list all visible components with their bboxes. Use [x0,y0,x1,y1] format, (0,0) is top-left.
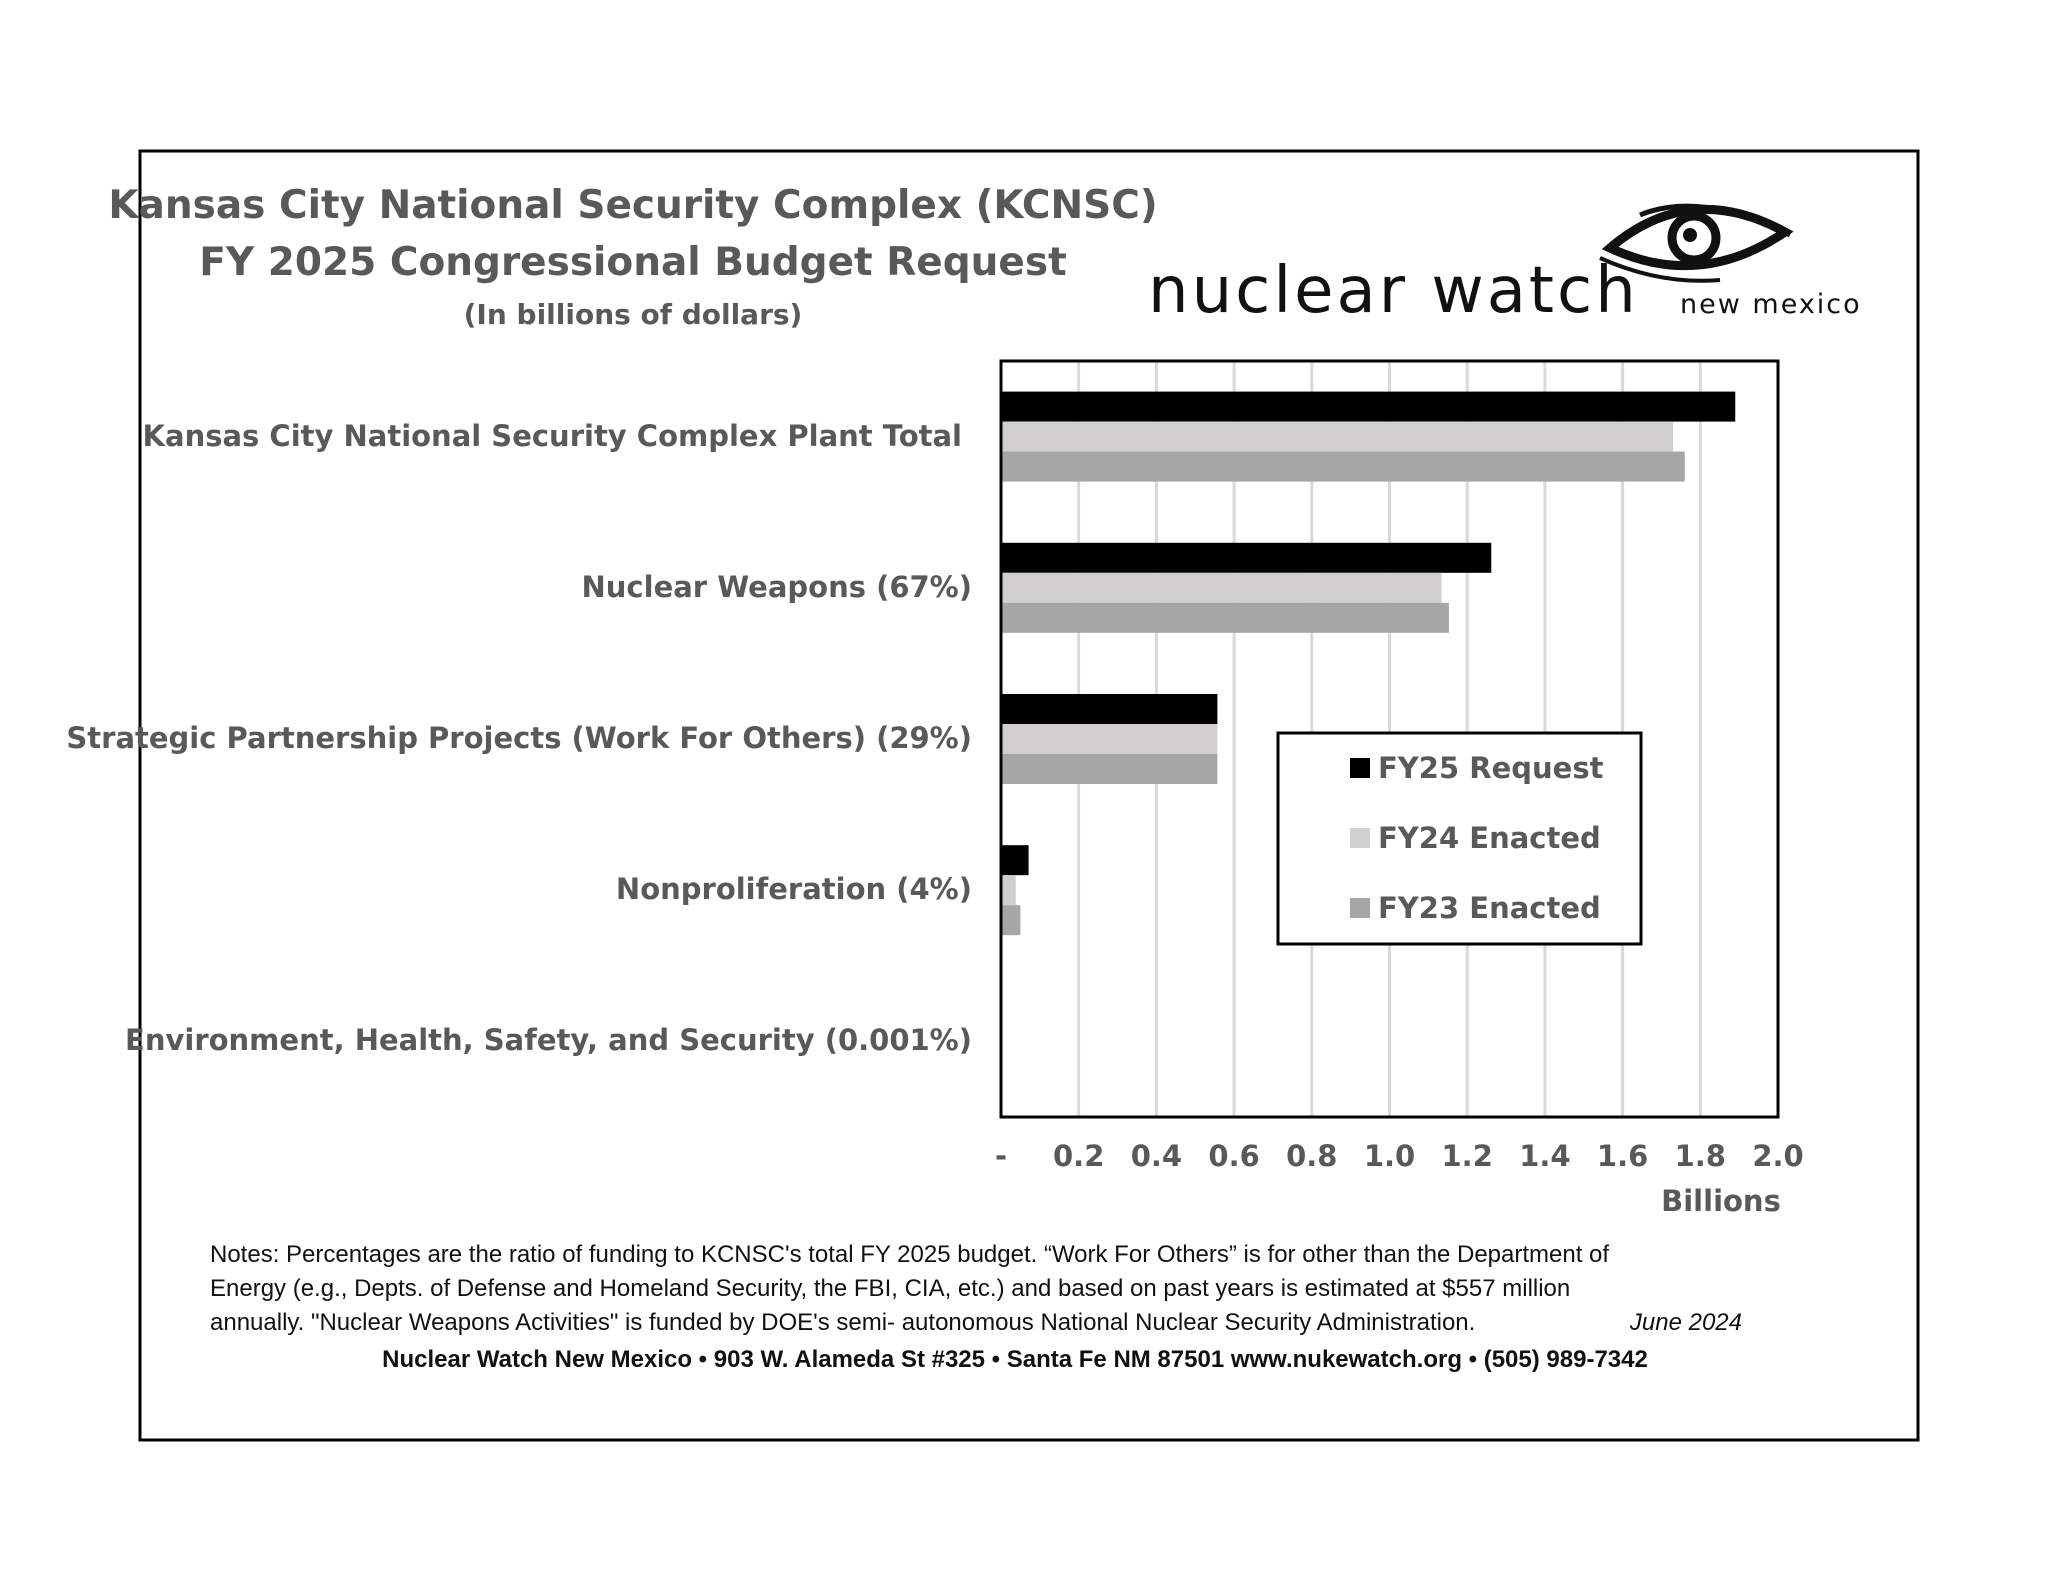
x-tick-label: 1.6 [1597,1139,1648,1173]
bar-fy23-enacted [1001,602,1449,633]
category-labels: Kansas City National Security Complex Pl… [66,419,972,1057]
x-tick-label: 0.4 [1131,1139,1182,1173]
nukewatch-logo: nuclear watch new mexico [1148,203,1862,328]
legend-label-fy24: FY24 Enacted [1378,821,1601,855]
x-tick-label: 1.8 [1675,1139,1726,1173]
bar-fy23-enacted [1001,905,1021,936]
category-label: Nuclear Weapons (67%) [582,570,972,604]
bar-fy25-request [1001,845,1029,876]
category-label: Environment, Health, Safety, and Securit… [125,1023,972,1057]
legend-swatch-fy24 [1350,828,1370,848]
legend-label-fy23: FY23 Enacted [1378,891,1601,925]
legend-swatch-fy23 [1350,898,1370,918]
frame [138,149,1920,1442]
chart-subtitle: FY 2025 Congressional Budget Request [199,240,1066,285]
bar-fy25-request [1001,542,1492,573]
bar-fy23-enacted [1001,451,1685,482]
x-tick-label: 0.6 [1208,1139,1259,1173]
logo-text: nuclear watch [1148,254,1639,328]
legend: FY25 Request FY24 Enacted FY23 Enacted [1276,731,1643,946]
logo-subtext: new mexico [1680,289,1862,320]
category-label: Kansas City National Security Complex Pl… [143,419,962,453]
eye-icon [1599,203,1794,283]
x-tick-label: 1.4 [1519,1139,1570,1173]
note-line: annually. "Nuclear Weapons Activities" i… [210,1309,1475,1336]
notes: Notes: Percentages are the ratio of fund… [210,1241,1742,1373]
note-line: Notes: Percentages are the ratio of fund… [210,1241,1609,1268]
bar-fy25-request [1001,391,1736,422]
x-tick-label: 0.8 [1286,1139,1337,1173]
category-label: Nonproliferation (4%) [616,872,972,906]
x-axis-label: Billions [1661,1184,1781,1218]
note-date: June 2024 [1629,1309,1742,1336]
x-axis-ticks: - 0.2 0.4 0.6 0.8 1.0 1.2 1.4 1.6 1.8 2.0 [995,1139,1804,1173]
x-tick-label: - [995,1139,1007,1173]
bar-fy24-enacted [1001,724,1218,754]
legend-box [1276,731,1643,946]
chart-units: (In billions of dollars) [464,298,803,331]
footer-address: Nuclear Watch New Mexico • 903 W. Alamed… [382,1346,1648,1373]
x-tick-label: 2.0 [1752,1139,1803,1173]
bar-fy24-enacted [1001,572,1442,603]
legend-swatch-fy25 [1350,758,1370,778]
chart-title: Kansas City National Security Complex (K… [108,183,1157,228]
x-tick-label: 0.2 [1053,1139,1104,1173]
plot-border [999,359,1780,1119]
x-tick-label: 1.2 [1442,1139,1493,1173]
bar-fy24-enacted [1001,875,1016,906]
x-tick-label: 1.0 [1364,1139,1415,1173]
note-line: Energy (e.g., Depts. of Defense and Home… [210,1275,1570,1302]
legend-label-fy25: FY25 Request [1378,751,1604,785]
bar-fy25-request [1001,694,1218,724]
bar-fy23-enacted [1001,754,1218,784]
bar-fy24-enacted [1001,421,1674,452]
category-label: Strategic Partnership Projects (Work For… [66,721,972,755]
plot-area [999,359,1780,1119]
